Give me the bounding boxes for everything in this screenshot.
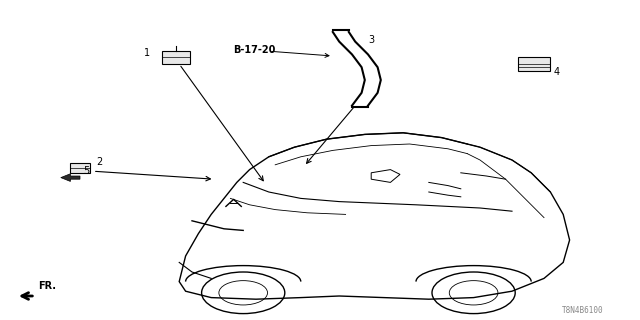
FancyBboxPatch shape [162,51,190,64]
Text: 3: 3 [368,35,374,45]
FancyBboxPatch shape [518,57,550,71]
Text: 2: 2 [96,156,102,167]
Text: B-17-20: B-17-20 [234,44,276,55]
Text: FR.: FR. [38,281,56,291]
Text: T8N4B6100: T8N4B6100 [561,306,604,315]
Text: 5: 5 [83,166,90,176]
Text: 1: 1 [144,48,150,58]
Text: 4: 4 [554,67,560,77]
Polygon shape [61,174,80,181]
FancyBboxPatch shape [70,163,90,173]
